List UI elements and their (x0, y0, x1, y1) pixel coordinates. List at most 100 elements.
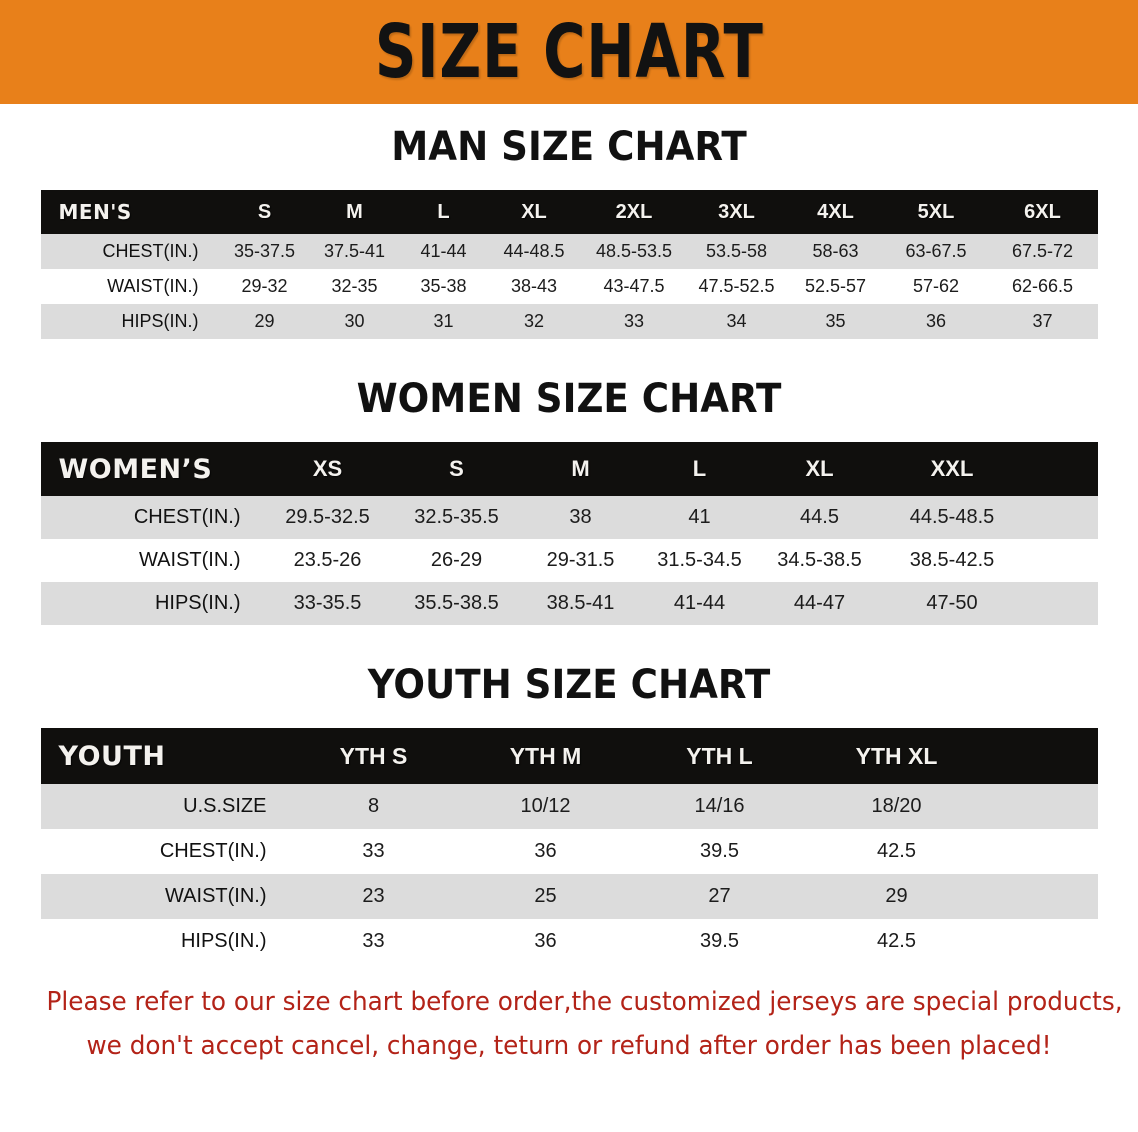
column-header: L (400, 190, 487, 234)
cell: 18/20 (806, 784, 987, 829)
return-policy-line-2: we don't accept cancel, change, teturn o… (86, 1031, 1052, 1061)
return-policy-line-1: Please refer to our size chart before or… (46, 987, 1123, 1017)
table-header-row: YOUTH YTH S YTH M YTH L YTH XL (40, 728, 1098, 784)
cell: 44-48.5 (486, 234, 582, 269)
column-header: M (308, 190, 401, 234)
cell: 43-47.5 (581, 269, 687, 304)
cell: 52.5-57 (786, 269, 885, 304)
cell: 42.5 (806, 919, 987, 964)
cell: 29 (806, 874, 987, 919)
column-header-spacer (1023, 442, 1098, 496)
column-header: XL (758, 442, 881, 496)
table-row: HIPS(IN.) 33-35.5 35.5-38.5 38.5-41 41-4… (40, 582, 1098, 625)
column-header: 6XL (987, 190, 1098, 234)
cell: 35-37.5 (220, 234, 309, 269)
cell: 31 (400, 304, 487, 339)
row-label: WAIST(IN.) (40, 539, 263, 582)
table-row: HIPS(IN.) 29 30 31 32 33 34 35 36 37 (40, 304, 1098, 339)
women-size-table: WOMEN’S XS S M L XL XXL CHEST(IN.) 29.5-… (40, 442, 1098, 625)
table-row: WAIST(IN.) 23.5-26 26-29 29-31.5 31.5-34… (40, 539, 1098, 582)
cell: 30 (308, 304, 401, 339)
column-header: XXL (880, 442, 1024, 496)
youth-section-title: YOUTH SIZE CHART (367, 662, 771, 708)
women-section-title: WOMEN SIZE CHART (356, 376, 782, 422)
cell: 29-32 (220, 269, 309, 304)
cell: 63-67.5 (884, 234, 988, 269)
column-header: YTH M (458, 728, 633, 784)
table-header-row: MEN'S S M L XL 2XL 3XL 4XL 5XL 6XL (40, 190, 1098, 234)
cell: 48.5-53.5 (581, 234, 687, 269)
cell: 10/12 (458, 784, 633, 829)
column-header: YTH L (632, 728, 807, 784)
cell: 47-50 (880, 582, 1024, 625)
cell: 53.5-58 (686, 234, 787, 269)
row-label: HIPS(IN.) (40, 582, 263, 625)
cell-spacer (1023, 539, 1098, 582)
cell: 37 (987, 304, 1098, 339)
man-section-title: MAN SIZE CHART (391, 124, 747, 170)
column-header: 2XL (581, 190, 687, 234)
cell: 41-44 (640, 582, 759, 625)
column-header: 4XL (786, 190, 885, 234)
row-label: WAIST(IN.) (40, 874, 289, 919)
table-corner-label: MEN'S (40, 190, 221, 234)
table-row: CHEST(IN.) 35-37.5 37.5-41 41-44 44-48.5… (40, 234, 1098, 269)
cell: 33 (288, 919, 459, 964)
cell: 31.5-34.5 (640, 539, 759, 582)
cell: 27 (632, 874, 807, 919)
cell-spacer (1023, 496, 1098, 539)
cell: 33 (581, 304, 687, 339)
cell: 39.5 (632, 829, 807, 874)
column-header: YTH XL (806, 728, 987, 784)
cell: 32 (486, 304, 582, 339)
cell: 57-62 (884, 269, 988, 304)
cell: 35 (786, 304, 885, 339)
cell: 26-29 (392, 539, 521, 582)
column-header: XS (262, 442, 393, 496)
column-header-spacer (986, 728, 1098, 784)
cell: 14/16 (632, 784, 807, 829)
cell: 33 (288, 829, 459, 874)
cell: 8 (288, 784, 459, 829)
table-row: CHEST(IN.) 33 36 39.5 42.5 (40, 829, 1098, 874)
cell: 36 (884, 304, 988, 339)
column-header: 3XL (686, 190, 787, 234)
cell: 42.5 (806, 829, 987, 874)
cell: 38-43 (486, 269, 582, 304)
table-row: HIPS(IN.) 33 36 39.5 42.5 (40, 919, 1098, 964)
cell: 35.5-38.5 (392, 582, 521, 625)
cell: 38 (520, 496, 641, 539)
cell-spacer (986, 784, 1098, 829)
cell: 36 (458, 829, 633, 874)
cell: 29 (220, 304, 309, 339)
cell: 67.5-72 (987, 234, 1098, 269)
cell: 44.5 (758, 496, 881, 539)
cell-spacer (1023, 582, 1098, 625)
row-label: HIPS(IN.) (40, 304, 221, 339)
cell: 23.5-26 (262, 539, 393, 582)
cell: 29-31.5 (520, 539, 641, 582)
cell: 41-44 (400, 234, 487, 269)
banner-title: SIZE CHART (374, 9, 764, 95)
cell: 23 (288, 874, 459, 919)
cell: 29.5-32.5 (262, 496, 393, 539)
cell: 35-38 (400, 269, 487, 304)
cell: 58-63 (786, 234, 885, 269)
table-row: WAIST(IN.) 23 25 27 29 (40, 874, 1098, 919)
row-label: U.S.SIZE (40, 784, 289, 829)
column-header: S (220, 190, 309, 234)
cell: 33-35.5 (262, 582, 393, 625)
cell: 36 (458, 919, 633, 964)
cell: 39.5 (632, 919, 807, 964)
row-label: CHEST(IN.) (40, 829, 289, 874)
man-size-table: MEN'S S M L XL 2XL 3XL 4XL 5XL 6XL CHEST… (40, 190, 1098, 339)
column-header: YTH S (288, 728, 459, 784)
size-chart-banner: SIZE CHART (0, 0, 1138, 104)
cell: 41 (640, 496, 759, 539)
table-corner-label: WOMEN’S (40, 442, 263, 496)
table-header-row: WOMEN’S XS S M L XL XXL (40, 442, 1098, 496)
row-label: CHEST(IN.) (40, 496, 263, 539)
cell: 38.5-42.5 (880, 539, 1024, 582)
cell: 32.5-35.5 (392, 496, 521, 539)
table-row: WAIST(IN.) 29-32 32-35 35-38 38-43 43-47… (40, 269, 1098, 304)
